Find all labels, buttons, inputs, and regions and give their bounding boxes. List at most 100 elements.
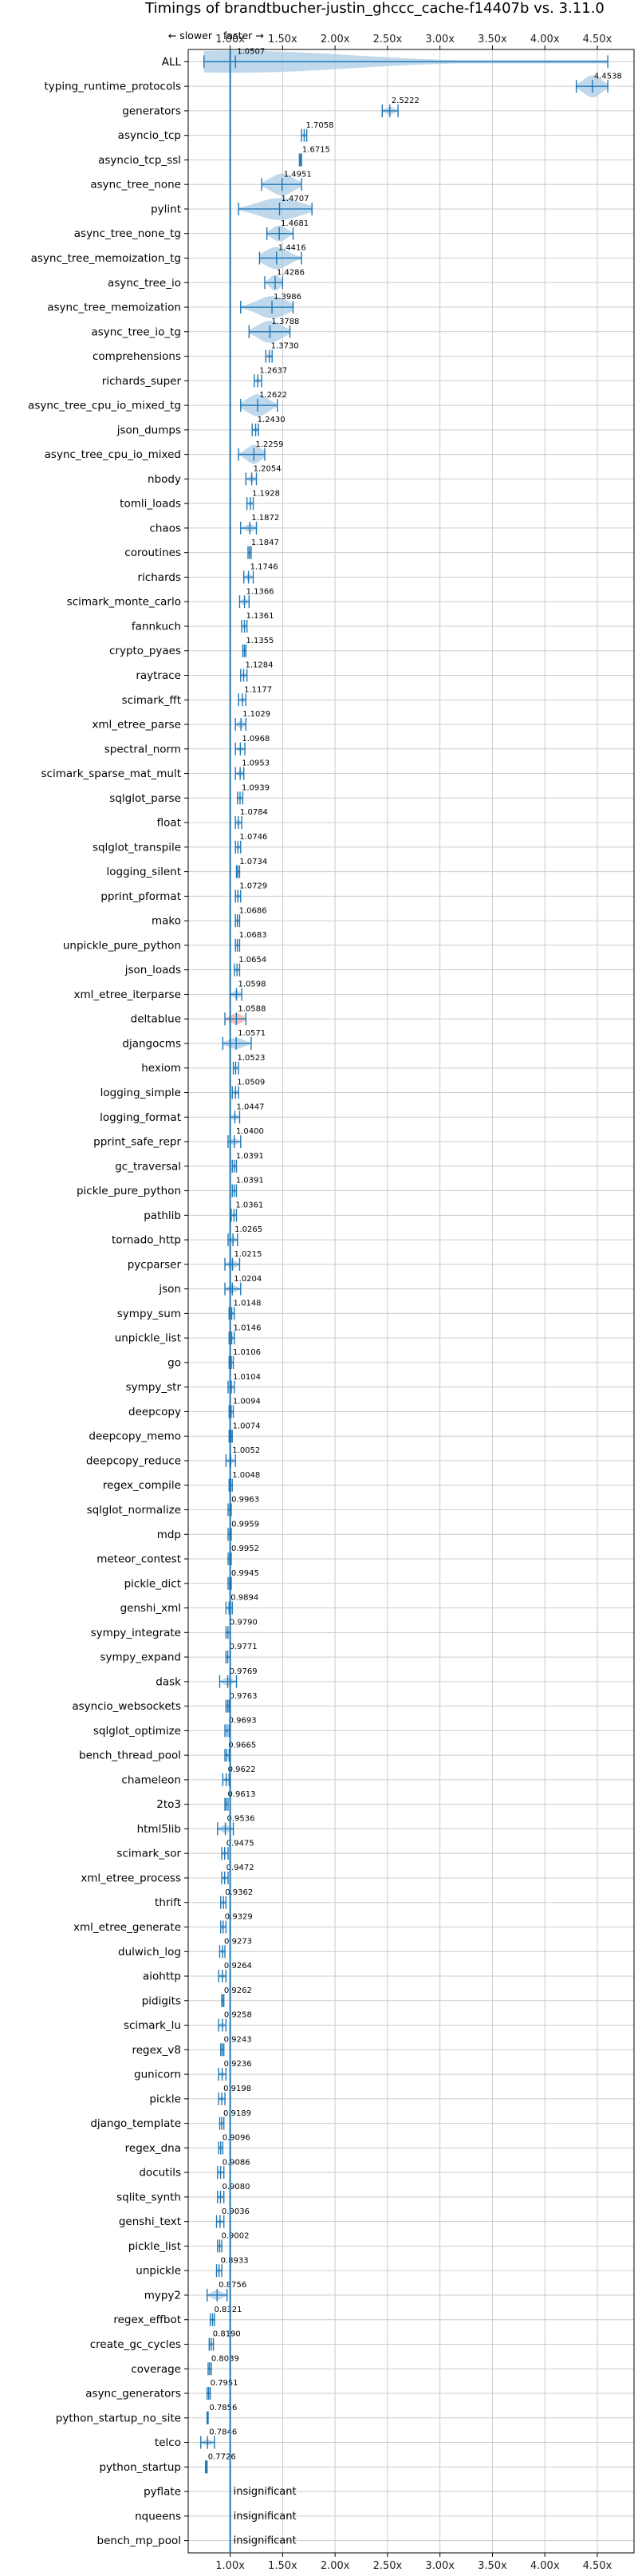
value-label: 0.9086 <box>223 2158 250 2167</box>
category-label: float <box>157 817 181 830</box>
x-tick-label-bottom: 1.50x <box>268 2560 297 2572</box>
category-label: async_tree_io_tg <box>91 325 181 338</box>
value-label: 0.9963 <box>231 1496 259 1505</box>
value-label: 1.3730 <box>271 342 299 351</box>
value-label: 0.9763 <box>229 1692 257 1701</box>
value-label: 1.0146 <box>234 1324 262 1332</box>
value-label: 1.4286 <box>277 268 305 277</box>
value-label: 1.0523 <box>237 1054 265 1063</box>
category-label: pickle_pure_python <box>77 1185 181 1197</box>
category-label: async_tree_io <box>108 277 181 290</box>
category-label: coverage <box>131 2363 181 2376</box>
x-tick-label-top: 4.50x <box>583 34 612 45</box>
value-label: 0.8321 <box>215 2306 242 2314</box>
category-label: meteor_contest <box>96 1553 181 1566</box>
value-label: 0.9952 <box>231 1544 259 1553</box>
value-label: 0.9959 <box>231 1520 259 1529</box>
value-label: 0.9771 <box>230 1643 258 1651</box>
value-label: 0.9002 <box>221 2232 249 2241</box>
category-label: xml_etree_parse <box>92 719 181 732</box>
category-label: pickle <box>149 2093 181 2105</box>
value-label: 1.2430 <box>258 416 286 424</box>
category-label: logging_silent <box>107 866 181 878</box>
value-label: 1.0104 <box>233 1373 261 1382</box>
value-label: 1.0361 <box>235 1201 263 1209</box>
category-label: json <box>158 1283 181 1296</box>
value-label: 0.9036 <box>222 2207 250 2216</box>
category-label: scimark_sor <box>116 1848 181 1860</box>
value-label: 1.0215 <box>234 1250 262 1259</box>
category-label: regex_effbot <box>113 2314 181 2326</box>
value-label: 1.1284 <box>246 661 274 670</box>
category-label: scimark_lu <box>124 2019 181 2032</box>
category-label: gunicorn <box>134 2069 181 2081</box>
slower-hint: ← slower <box>168 30 213 41</box>
category-label: json_loads <box>124 964 181 976</box>
value-label: 0.9189 <box>223 2109 251 2118</box>
category-label: logging_simple <box>100 1087 181 1099</box>
value-label: 0.9622 <box>228 1765 256 1774</box>
value-label: 1.4416 <box>278 244 306 253</box>
category-label: deepcopy <box>128 1406 181 1418</box>
category-label: comprehensions <box>93 350 181 363</box>
value-label: 1.1029 <box>242 710 270 719</box>
category-label: async_tree_memoization <box>47 302 181 314</box>
value-label: 0.7951 <box>211 2379 238 2388</box>
value-label: 0.9693 <box>229 1717 257 1726</box>
violins <box>200 50 608 2474</box>
value-label: 1.0507 <box>237 48 265 57</box>
category-label: bench_mp_pool <box>97 2535 181 2547</box>
category-label: pprint_safe_repr <box>93 1136 181 1149</box>
x-tick-label-bottom: 3.50x <box>478 2560 507 2572</box>
value-label: 1.4707 <box>282 195 309 203</box>
category-label: xml_etree_generate <box>73 1921 181 1934</box>
value-label: 0.8190 <box>213 2330 241 2339</box>
category-label: pidigits <box>142 1994 181 2007</box>
category-label: dulwich_log <box>118 1946 181 1959</box>
category-label: sympy_expand <box>100 1651 181 1664</box>
value-label: 0.9665 <box>228 1741 256 1750</box>
category-label: pathlib <box>144 1209 181 1222</box>
category-label: coroutines <box>124 546 181 559</box>
category-label: ALL <box>162 56 182 69</box>
category-label: asyncio_tcp_ssl <box>98 154 181 167</box>
category-label: python_startup <box>99 2461 181 2474</box>
insignificant-label: insignificant <box>234 2535 297 2547</box>
x-tick-label-top: 4.00x <box>530 34 560 45</box>
value-label: 0.8756 <box>219 2281 246 2290</box>
category-label: sqlglot_optimize <box>93 1725 181 1738</box>
value-label: 1.1928 <box>252 489 280 498</box>
value-label: 1.0734 <box>239 858 267 866</box>
category-label: unpickle <box>136 2265 181 2278</box>
value-label: 1.0094 <box>233 1398 261 1406</box>
insignificant-label: insignificant <box>234 2511 297 2523</box>
category-label: regex_dna <box>125 2142 181 2155</box>
value-label: 1.3986 <box>274 293 301 302</box>
value-label: 0.9329 <box>225 1913 253 1922</box>
category-label: mypy2 <box>144 2289 181 2302</box>
value-label: 1.0571 <box>238 1029 266 1038</box>
category-label: genshi_xml <box>120 1602 181 1615</box>
category-label: async_tree_none <box>90 179 181 191</box>
category-label: thrift <box>155 1896 181 1909</box>
category-label: sqlglot_transpile <box>93 841 181 854</box>
plot-frame <box>187 49 635 2554</box>
category-label: crypto_pyaes <box>109 645 181 657</box>
category-label: pickle_dict <box>124 1577 181 1590</box>
category-label: html5lib <box>137 1823 181 1836</box>
x-tick-label-bottom: 4.00x <box>530 2560 560 2572</box>
value-label: 1.1746 <box>250 563 278 572</box>
chart-title: Timings of brandtbucher-justin_ghccc_cac… <box>144 0 605 17</box>
value-label: 0.8933 <box>221 2256 249 2265</box>
insignificant-label: insignificant <box>234 2486 297 2498</box>
category-label: asyncio_websockets <box>72 1700 181 1713</box>
category-label: sqlite_synth <box>116 2191 181 2203</box>
value-label: 1.0968 <box>242 735 270 744</box>
value-label: 1.0588 <box>238 1004 266 1013</box>
value-label: 0.9362 <box>225 1888 253 1897</box>
value-label: 0.9894 <box>230 1594 258 1603</box>
value-label: 0.9273 <box>224 1937 252 1946</box>
x-tick-label-top: 2.00x <box>321 34 350 45</box>
axes: 1.00x 1.00x 1.50x 1.50x 2.00x 2.00x 2.50x 2.50x… <box>184 34 635 2572</box>
value-label: 1.2259 <box>255 440 283 449</box>
